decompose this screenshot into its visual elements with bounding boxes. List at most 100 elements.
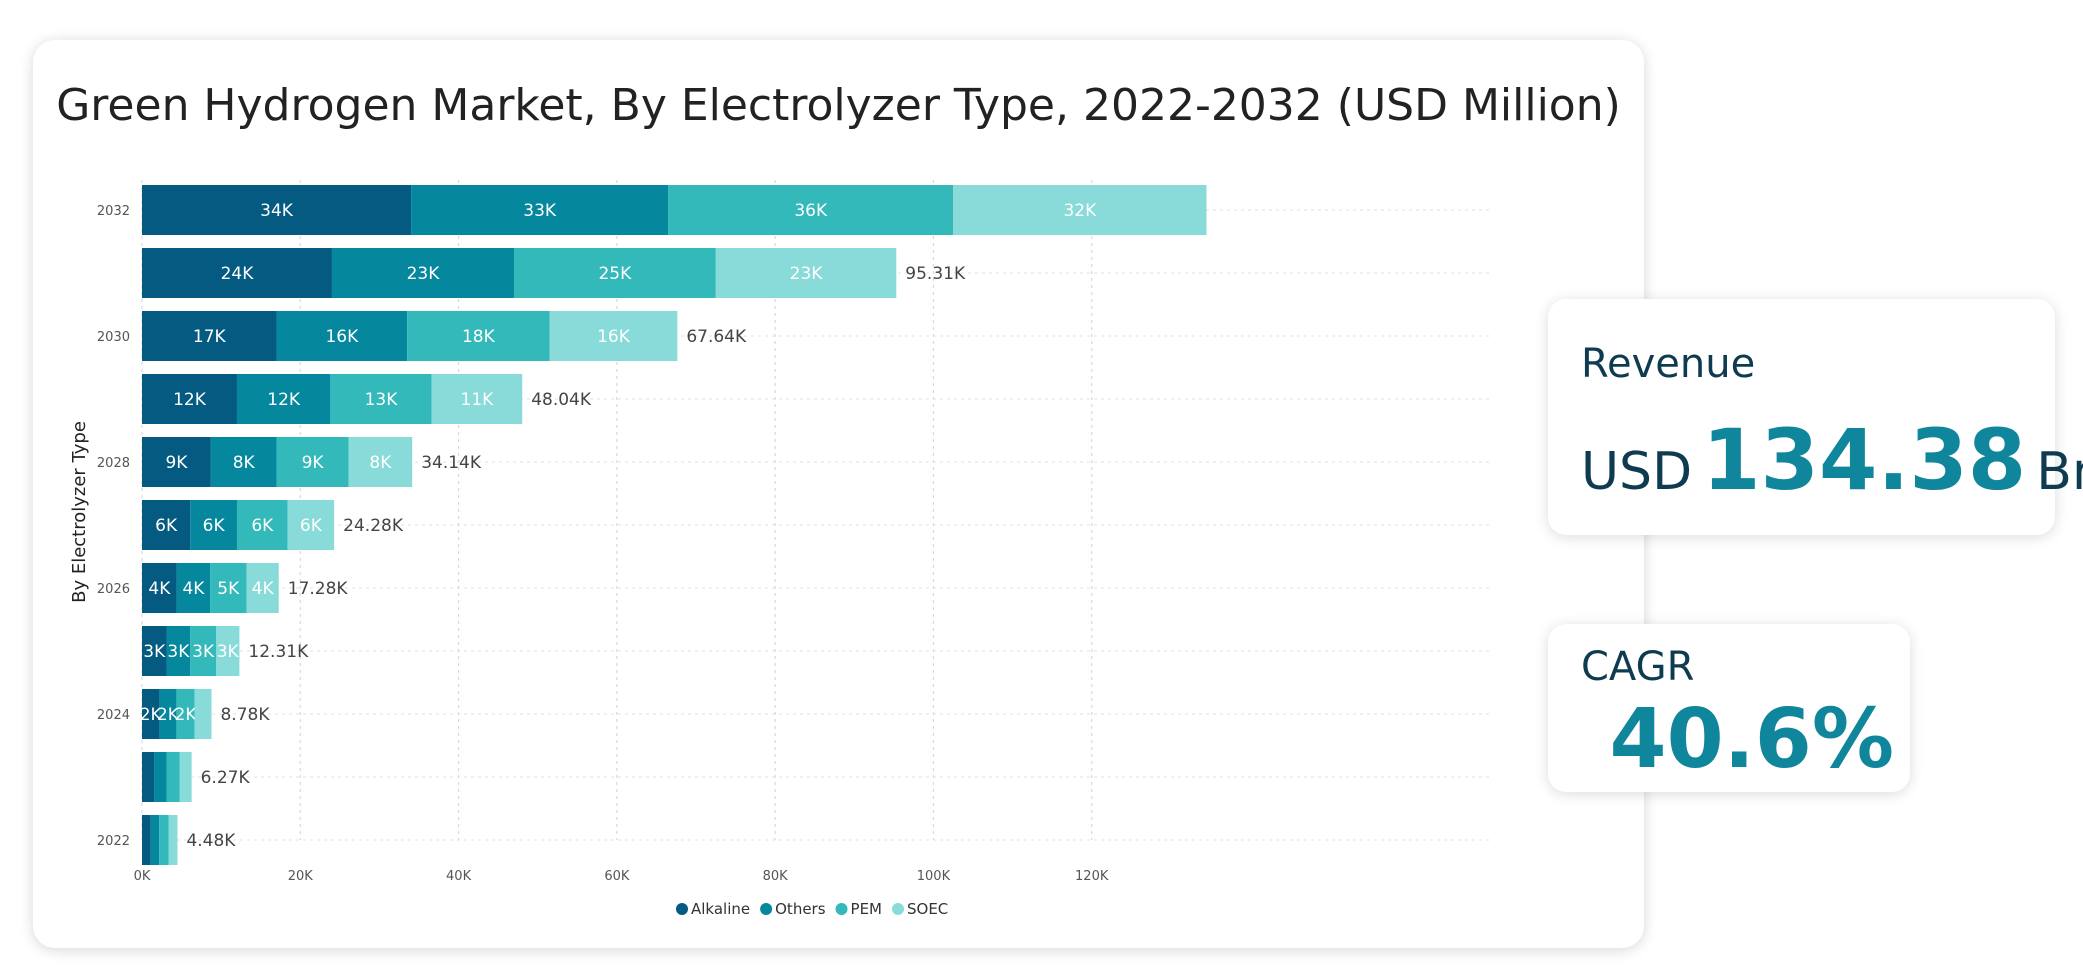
bar-soec-2022	[168, 815, 178, 865]
bar-pem-2032	[668, 185, 954, 235]
data-label: 33K	[523, 201, 557, 221]
bar-others-2022	[150, 815, 160, 865]
bar-alkaline-2032	[142, 185, 412, 235]
data-label: 17K	[193, 327, 227, 347]
cagr-value: 40.6%	[1609, 692, 1894, 787]
data-label: 8K	[233, 453, 256, 473]
bar-chart: 0K 20K 40K 60K 80K 100K 120K 34K 33K 36K 32K 2032 24…	[69, 180, 1493, 918]
bar-alkaline-2025	[142, 626, 167, 676]
data-label: 4K	[148, 579, 171, 599]
data-label: 34K	[260, 201, 294, 221]
bar-soec-2027	[287, 500, 335, 550]
x-tick-label: 0K	[134, 869, 151, 884]
bar-others-2027	[190, 500, 237, 550]
total-label: 34.14K	[421, 453, 482, 473]
bar-pem-2027	[236, 500, 288, 550]
data-label: 23K	[407, 264, 441, 284]
bar-others-2026	[176, 563, 211, 613]
data-label: 6K	[300, 516, 323, 536]
bar-alkaline-2023	[142, 752, 155, 802]
y-tick-label: 2032	[97, 204, 130, 219]
chart-card: Green Hydrogen Market, By Electrolyzer T…	[33, 40, 1644, 948]
y-tick-label: 2028	[97, 456, 130, 471]
data-label: 32K	[1063, 201, 1097, 221]
data-label: 24K	[221, 264, 255, 284]
total-label: 17.28K	[288, 579, 349, 599]
bar-alkaline-2030	[142, 311, 277, 361]
y-axis-title: By Electrolyzer Type	[69, 421, 90, 603]
bar-pem-2023	[166, 752, 180, 802]
total-label: 67.64K	[686, 327, 747, 347]
bar-others-2032	[411, 185, 669, 235]
total-label: 95.31K	[905, 264, 966, 284]
legend-label-soec: SOEC	[907, 900, 948, 918]
data-label: 3K	[143, 642, 166, 662]
data-label: 2K	[157, 705, 180, 725]
bar-soec-2029	[431, 374, 523, 424]
cagr-label: CAGR	[1581, 644, 1695, 690]
x-tick-label: 80K	[763, 869, 789, 884]
bar-others-2030	[276, 311, 408, 361]
data-label: 18K	[462, 327, 496, 347]
bar-others-2031	[331, 248, 514, 298]
y-tick-label: 2030	[97, 330, 130, 345]
data-label: 12K	[267, 390, 301, 410]
total-label: 48.04K	[531, 390, 592, 410]
data-label: 2K	[175, 705, 198, 725]
data-label: 8K	[369, 453, 392, 473]
data-label: 12K	[173, 390, 207, 410]
bar-alkaline-2029	[142, 374, 237, 424]
bar-soec-2032	[953, 185, 1207, 235]
data-label: 16K	[597, 327, 631, 347]
data-label: 9K	[165, 453, 188, 473]
data-label: 23K	[790, 264, 824, 284]
legend-marker-soec	[892, 903, 904, 915]
data-label: 3K	[192, 642, 215, 662]
data-label: 4K	[252, 579, 275, 599]
data-label: 16K	[325, 327, 359, 347]
chart-title: Green Hydrogen Market, By Electrolyzer T…	[56, 80, 1621, 131]
data-label: 11K	[461, 390, 495, 410]
revenue-suffix: Bn	[2036, 442, 2083, 502]
legend-marker-alkaline	[676, 903, 688, 915]
data-label: 25K	[598, 264, 632, 284]
total-label: 24.28K	[343, 516, 404, 536]
y-tick-label: 2022	[97, 834, 130, 849]
total-label: 8.78K	[220, 705, 270, 725]
bar-soec-2026	[246, 563, 279, 613]
data-label: 4K	[182, 579, 205, 599]
bar-soec-2023	[179, 752, 192, 802]
bar-pem-2026	[210, 563, 247, 613]
bar-others-2024	[159, 689, 177, 739]
bar-soec-2030	[549, 311, 678, 361]
bar-alkaline-2026	[142, 563, 177, 613]
bar-pem-2024	[176, 689, 195, 739]
bar-soec-2028	[348, 437, 413, 487]
bar-alkaline-2024	[142, 689, 160, 739]
bar-pem-2031	[513, 248, 716, 298]
legend-marker-pem	[835, 903, 848, 915]
data-label: 3K	[167, 642, 190, 662]
total-label: 12.31K	[248, 642, 309, 662]
data-label: 6K	[251, 516, 274, 536]
data-label: 6K	[203, 516, 226, 536]
x-tick-label: 100K	[917, 869, 951, 884]
revenue-value: 134.38	[1702, 411, 2027, 509]
legend-label-others: Others	[775, 900, 826, 918]
revenue-prefix: USD	[1581, 442, 1693, 502]
bar-soec-2031	[715, 248, 897, 298]
bar-alkaline-2031	[142, 248, 332, 298]
bar-alkaline-2027	[142, 500, 191, 550]
bar-pem-2030	[407, 311, 550, 361]
bar-pem-2022	[159, 815, 169, 865]
bar-pem-2029	[330, 374, 432, 424]
x-tick-label: 120K	[1075, 869, 1109, 884]
data-label: 3K	[217, 642, 240, 662]
y-tick-label: 2024	[97, 708, 130, 723]
data-label: 2K	[140, 705, 163, 725]
bar-others-2029	[236, 374, 331, 424]
data-label: 13K	[365, 390, 399, 410]
y-tick-label: 2026	[97, 582, 130, 597]
